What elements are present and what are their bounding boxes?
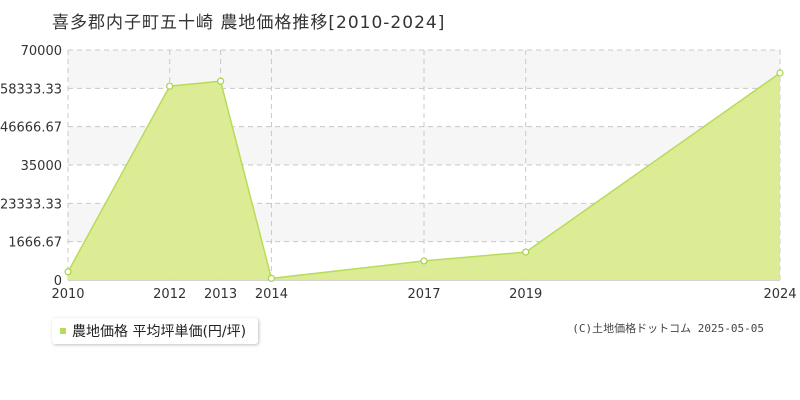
- copyright-text: (C)土地価格ドットコム 2025-05-05: [572, 322, 764, 335]
- data-point: [216, 77, 225, 85]
- data-point: [267, 274, 276, 282]
- legend-swatch: [60, 328, 66, 334]
- x-tick-label: 2019: [509, 287, 542, 302]
- x-axis-labels: 2010 2012 2013 2014 2017 2019 2024: [51, 287, 796, 302]
- legend-label: 農地価格 平均坪単価(円/坪): [72, 324, 247, 340]
- data-point: [64, 268, 72, 276]
- point-markers: [64, 69, 784, 282]
- y-tick-label: 23333.33: [0, 197, 62, 212]
- data-point: [166, 82, 174, 90]
- x-tick-label: 2024: [763, 287, 796, 302]
- x-tick-label: 2010: [51, 287, 84, 302]
- x-tick-label: 2017: [407, 287, 440, 302]
- y-axis-labels: 0 1666.67 23333.33 35000 46666.67 58333.33 700…: [0, 44, 62, 289]
- x-tick-label: 2013: [204, 287, 237, 302]
- legend: 農地価格 平均坪単価(円/坪): [52, 318, 259, 344]
- data-point: [522, 248, 530, 256]
- y-tick-label: 58333.33: [0, 82, 62, 97]
- x-tick-label: 2012: [153, 287, 186, 302]
- y-tick-label: 46666.67: [0, 121, 62, 136]
- x-tick-label: 2014: [255, 287, 288, 302]
- data-point: [776, 69, 784, 77]
- y-tick-label: 0: [54, 274, 62, 289]
- y-tick-label: 70000: [21, 44, 62, 59]
- y-tick-label: 35000: [21, 159, 62, 174]
- y-tick-label: 1666.67: [8, 236, 62, 251]
- series-area: [68, 73, 780, 280]
- chart-title: 喜多郡内子町五十崎 農地価格推移[2010-2024]: [52, 13, 446, 33]
- data-point: [420, 257, 428, 265]
